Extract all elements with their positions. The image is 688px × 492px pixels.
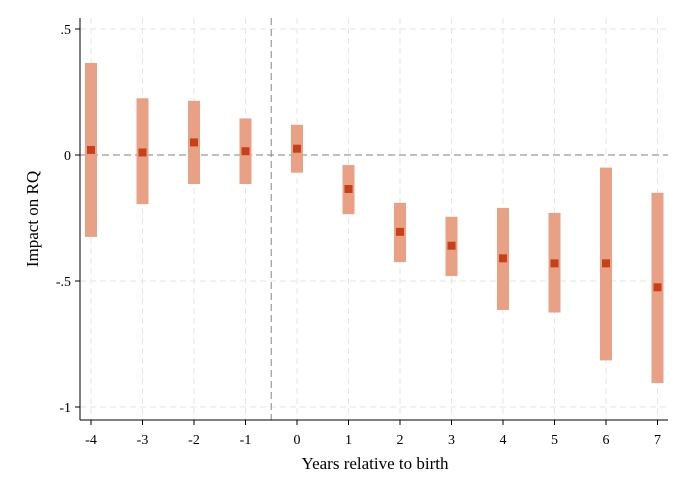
- x-tick-label: 7: [654, 433, 661, 448]
- estimate-point: [190, 138, 198, 147]
- tick-labels: .5 0 -.5 -1 -4 -3 -2 -1 0 1 2 3 4 5 6 7: [56, 23, 661, 448]
- x-tick-label: -2: [188, 433, 200, 448]
- estimate-point: [241, 147, 250, 156]
- axes: [75, 18, 668, 425]
- y-axis-title: Impact on RQ: [23, 171, 42, 267]
- estimate-point: [138, 148, 147, 157]
- x-tick-label: 5: [551, 433, 558, 448]
- estimate-point: [87, 145, 95, 154]
- estimate-point: [499, 254, 507, 263]
- y-tick-label: 0: [64, 149, 71, 164]
- x-tick-label: -4: [85, 433, 97, 448]
- x-tick-label: 2: [397, 433, 404, 448]
- x-axis-title: Years relative to birth: [302, 454, 449, 473]
- estimate-point: [653, 283, 662, 292]
- y-tick-label: -1: [59, 401, 71, 416]
- x-tick-label: 4: [500, 433, 507, 448]
- estimate-point: [602, 259, 610, 268]
- estimate-point: [344, 185, 353, 194]
- y-tick-label: -.5: [56, 275, 71, 290]
- x-tick-label: -3: [137, 433, 149, 448]
- point-estimates: [87, 138, 662, 292]
- confidence-intervals: [85, 63, 664, 384]
- x-tick-label: 3: [448, 433, 455, 448]
- reference-lines: [80, 18, 668, 420]
- estimate-point: [550, 259, 559, 268]
- estimate-point: [293, 144, 301, 153]
- x-tick-label: -1: [240, 433, 252, 448]
- estimate-point: [396, 227, 404, 236]
- grid-layer: [80, 18, 668, 420]
- x-tick-label: 0: [294, 433, 301, 448]
- estimate-point: [447, 241, 456, 250]
- y-tick-label: .5: [61, 23, 72, 38]
- x-tick-label: 6: [603, 433, 610, 448]
- x-tick-label: 1: [345, 433, 352, 448]
